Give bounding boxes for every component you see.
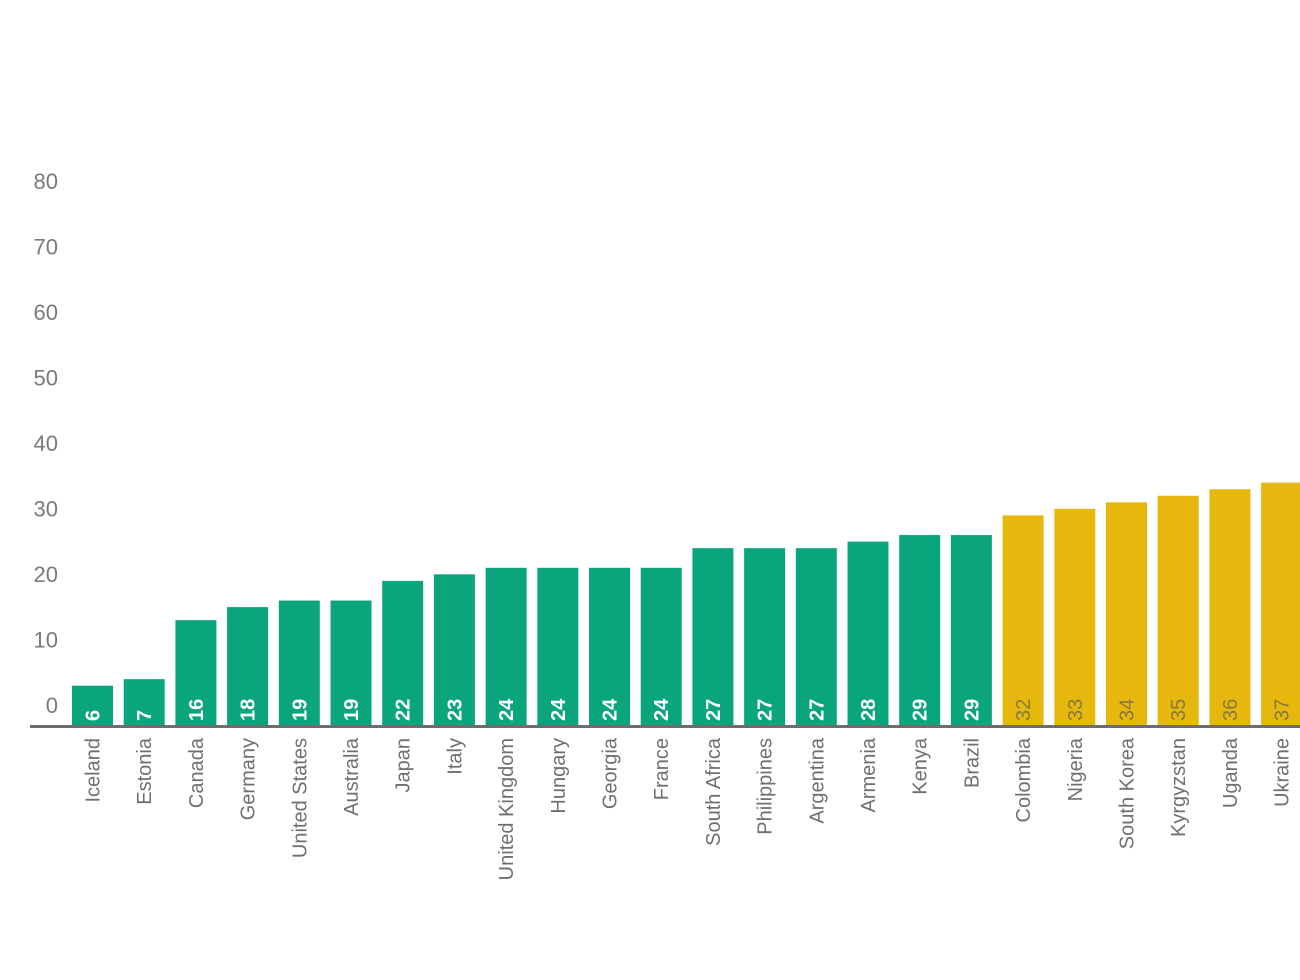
x-tick-label: United States	[289, 738, 311, 858]
x-tick-label: Hungary	[548, 738, 570, 814]
y-tick-label: 70	[34, 235, 58, 260]
bar-brazil	[950, 535, 992, 725]
x-tick-label: France	[651, 738, 673, 800]
bar-italy	[433, 574, 475, 725]
x-tick-label: Argentina	[806, 737, 828, 823]
bar-argentina	[795, 548, 837, 725]
data-label: 22	[393, 699, 415, 721]
data-label: 35	[1168, 699, 1190, 721]
x-tick-label: Colombia	[1013, 737, 1035, 822]
bar-germany	[227, 607, 269, 725]
bar-united-states	[278, 600, 320, 725]
data-label: 24	[651, 698, 673, 721]
data-label: 34	[1117, 699, 1139, 721]
data-label: 29	[910, 699, 932, 721]
data-label: 19	[289, 699, 311, 721]
bar-hungary	[537, 567, 579, 725]
x-tick-label: Australia	[341, 737, 363, 816]
data-label: 24	[600, 698, 622, 721]
bar-south-africa	[692, 548, 734, 725]
data-label: 29	[961, 699, 983, 721]
data-label: 28	[858, 699, 880, 721]
bar-australia	[330, 600, 372, 725]
x-tick-label: Germany	[238, 738, 260, 820]
y-tick-label: 50	[34, 366, 58, 391]
bar-canada	[175, 620, 217, 725]
x-tick-label: Georgia	[600, 737, 622, 809]
bar-armenia	[847, 541, 889, 725]
data-label: 19	[341, 699, 363, 721]
y-tick-label: 80	[34, 169, 58, 194]
data-label: 32	[1013, 699, 1035, 721]
x-tick-label: Estonia	[134, 737, 156, 805]
x-tick-label: Brazil	[961, 738, 983, 788]
y-tick-label: 10	[34, 628, 58, 653]
x-tick-label: Canada	[186, 737, 208, 808]
bar-france	[640, 567, 682, 725]
data-label: 7	[134, 710, 156, 721]
x-tick-label: Iceland	[83, 738, 105, 803]
y-tick-label: 20	[34, 562, 58, 587]
x-tick-label: Kenya	[910, 737, 932, 795]
data-label: 33	[1065, 699, 1087, 721]
data-label: 27	[703, 699, 725, 721]
bar-nigeria	[1054, 508, 1096, 725]
data-label: 18	[238, 699, 260, 721]
x-tick-label: Uganda	[1220, 737, 1242, 808]
bar-ukraine	[1261, 482, 1300, 725]
data-label: 37	[1272, 699, 1294, 721]
x-tick-label: Armenia	[858, 737, 880, 812]
x-tick-label: Ukraine	[1272, 738, 1294, 807]
y-tick-label: 40	[34, 431, 58, 456]
data-label: 6	[83, 710, 105, 721]
x-tick-label: Nigeria	[1065, 737, 1087, 801]
data-label: 23	[444, 699, 466, 721]
bar-uganda	[1209, 489, 1251, 725]
bar-kyrgyzstan	[1157, 495, 1199, 725]
bar-united-kingdom	[485, 567, 527, 725]
bar-south-korea	[1106, 502, 1147, 725]
x-tick-label: Italy	[444, 738, 466, 775]
y-tick-label: 60	[34, 300, 58, 325]
y-tick-label: 30	[34, 497, 58, 522]
y-tick-label: 0	[46, 693, 58, 718]
bar-philippines	[744, 548, 786, 725]
data-label: 16	[186, 699, 208, 721]
x-tick-label: Japan	[393, 738, 415, 793]
bar-estonia	[123, 679, 165, 725]
x-tick-label: South Korea	[1117, 737, 1139, 849]
bar-kenya	[899, 535, 941, 725]
bar-japan	[382, 580, 424, 725]
bar-colombia	[1002, 515, 1044, 725]
data-label: 24	[548, 698, 570, 721]
x-tick-label: Philippines	[755, 738, 777, 835]
bar-georgia	[589, 567, 630, 725]
x-tick-label: United Kingdom	[496, 738, 518, 880]
x-tick-label: South Africa	[703, 737, 725, 846]
bar-iceland	[72, 685, 113, 725]
data-label: 27	[806, 699, 828, 721]
x-tick-label: Kyrgyzstan	[1168, 738, 1190, 837]
data-label: 36	[1220, 699, 1242, 721]
data-label: 27	[755, 699, 777, 721]
data-label: 24	[496, 698, 518, 721]
